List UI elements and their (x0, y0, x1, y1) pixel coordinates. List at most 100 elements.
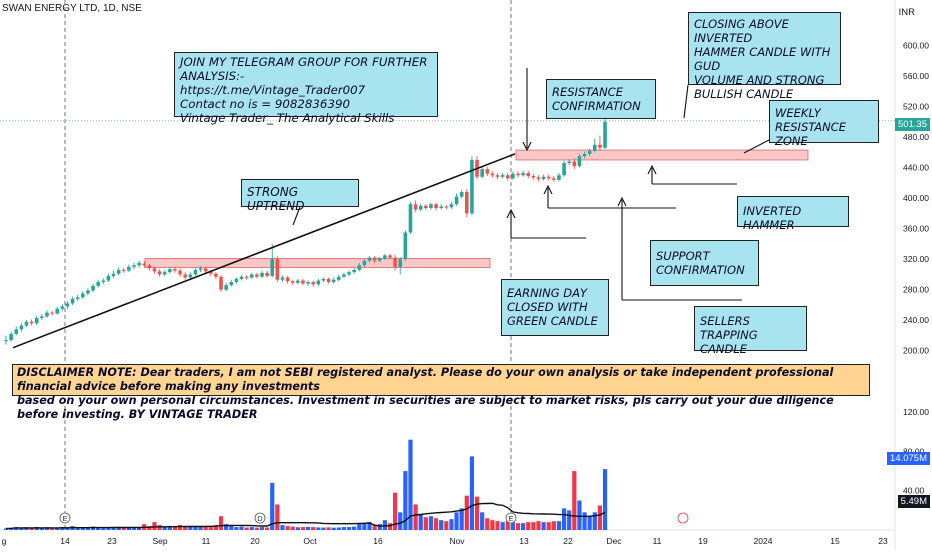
candle-body (377, 258, 382, 261)
note-line: JOIN MY TELEGRAM GROUP FOR FURTHER ANALY… (180, 55, 428, 83)
volume-bar (495, 521, 500, 530)
candle-body (81, 293, 85, 298)
volume-bar (49, 528, 55, 530)
volume-bar (177, 525, 183, 530)
candle-body (55, 308, 59, 314)
volume-bar (137, 527, 142, 530)
volume-bar (459, 508, 464, 530)
note-line: BULLISH CANDLE (694, 87, 794, 101)
volume-bar (403, 471, 408, 530)
note-line: HAMMER CANDLE WITH GUD (694, 45, 831, 73)
note-line: VOLUME AND STRONG (694, 73, 825, 87)
volume-bar (469, 456, 475, 530)
candle-body (244, 276, 249, 278)
volume-bar (408, 439, 413, 530)
volume-bar (387, 523, 393, 530)
candle-body (321, 279, 326, 281)
candle-body (490, 173, 495, 176)
candle-body (111, 273, 116, 276)
candle-body (45, 312, 49, 317)
candle-body (34, 317, 39, 324)
volume-bar (34, 527, 39, 530)
candle-body (429, 204, 433, 209)
candle-body (116, 269, 121, 274)
candle-body (383, 255, 387, 259)
price-tag: 501.35 (894, 118, 930, 131)
candle-body (357, 265, 362, 270)
volume-bar (229, 526, 234, 530)
volume-bar (167, 526, 172, 530)
note-line: INVERTED HAMMER (743, 204, 802, 232)
volume-bar (485, 518, 490, 530)
inverted-hammer-note: INVERTED HAMMER (737, 196, 849, 232)
candle-body (234, 279, 239, 283)
volume-bar (290, 526, 295, 530)
volume-bar (515, 523, 521, 530)
volume-bar (162, 527, 167, 530)
price-tick-label: 280.00 (903, 285, 929, 295)
volume-bar (505, 521, 510, 530)
lightning-marker (677, 512, 689, 524)
volume-bar (382, 520, 387, 530)
candle-body (311, 282, 315, 285)
candle-body (249, 274, 254, 278)
volume-bar (500, 522, 505, 530)
candle-body (372, 257, 377, 261)
candle-body (101, 280, 106, 283)
candle-body (306, 282, 310, 284)
volume-bar (582, 512, 587, 530)
x-tick-label: g (2, 536, 7, 546)
volume-bar (433, 518, 439, 530)
volume-bar (121, 527, 126, 530)
x-tick-label: 11 (653, 536, 662, 546)
volume-bar (208, 527, 213, 530)
candle-body (152, 268, 157, 272)
candle-body (137, 262, 141, 266)
volume-bar (413, 504, 418, 530)
candle-body (587, 150, 592, 154)
x-tick-label: Oct (303, 536, 317, 546)
candle-body (301, 280, 305, 284)
candle-body (582, 153, 587, 157)
volume-bar (126, 527, 131, 530)
note-line: WEEKLY RESISTANCE (775, 106, 846, 134)
price-tick-label: 360.00 (903, 224, 929, 234)
volume-bar (546, 522, 551, 530)
volume-bar (352, 526, 357, 530)
volume-bar (423, 517, 428, 530)
volume-bar (280, 525, 285, 530)
candle-body (316, 280, 321, 285)
volume-bar (577, 500, 582, 530)
volume-bar (521, 523, 526, 530)
candle-body (562, 163, 566, 176)
volume-bar (367, 522, 372, 530)
candle-body (239, 276, 244, 280)
volume-bar (265, 527, 270, 530)
volume-bar (188, 527, 193, 530)
note-line: ZONE (775, 134, 808, 148)
volume-bar (60, 527, 65, 530)
volume-bar (346, 527, 352, 530)
candle-body (127, 266, 131, 271)
price-tick-label: 400.00 (903, 193, 929, 203)
note-line: STRONG UPTREND (247, 185, 305, 213)
x-tick-label: 23 (107, 536, 117, 546)
price-tick-label: 240.00 (903, 315, 929, 325)
volume-bar (316, 527, 321, 530)
candle-body (516, 173, 520, 176)
candle-body (168, 269, 172, 273)
volume-bar (75, 528, 80, 530)
support-confirmation-note: SUPPORT CONFIRMATION (650, 240, 759, 286)
candle-body (459, 192, 464, 197)
volume-bar (362, 523, 367, 530)
candle-body (193, 269, 198, 275)
volume-bar (464, 495, 469, 530)
candle-body (557, 175, 561, 180)
candle-body (265, 272, 269, 276)
candle-body (326, 279, 331, 283)
candle-body (485, 169, 490, 174)
disclaimer-line: based on your own personal circumstances… (17, 394, 834, 421)
candle-body (337, 276, 341, 280)
chart-title: SWAN ENERGY LTD, 1D, NSE (2, 3, 142, 14)
